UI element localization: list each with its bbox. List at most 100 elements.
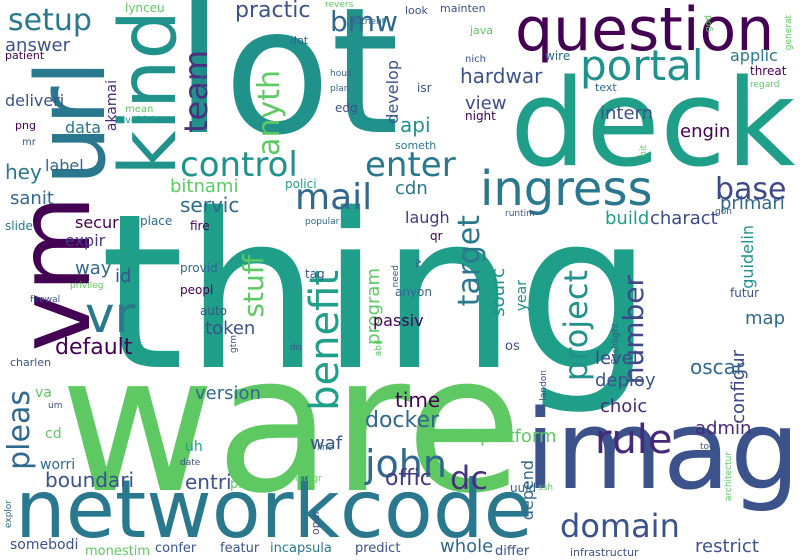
- cloud-word: dot: [290, 34, 309, 47]
- cloud-word: expir: [65, 231, 106, 250]
- cloud-word: line: [317, 443, 334, 453]
- cloud-word: boundari: [45, 468, 135, 492]
- cloud-word: dn: [290, 343, 302, 353]
- cloud-word: uh: [185, 439, 203, 455]
- cloud-word: map: [745, 308, 785, 329]
- cloud-word: rule: [595, 417, 673, 463]
- cloud-word: charact: [650, 208, 718, 229]
- cloud-word: akamai: [104, 80, 120, 132]
- cloud-word: slide: [5, 219, 33, 233]
- cloud-word: regard: [750, 80, 780, 90]
- cloud-word: time: [395, 388, 441, 412]
- cloud-word: practic: [235, 0, 311, 23]
- cloud-word: servic: [180, 193, 240, 217]
- cloud-word: hous: [330, 69, 352, 79]
- cloud-word: stuff: [237, 255, 270, 318]
- cloud-word: guidelin: [738, 225, 757, 289]
- cloud-word: tag: [305, 267, 325, 281]
- cloud-word: project: [557, 270, 595, 382]
- cloud-word: hit: [639, 145, 649, 157]
- cloud-word: authent: [350, 17, 386, 27]
- cloud-word: worri: [40, 457, 76, 473]
- cloud-word: edg: [335, 101, 358, 115]
- cloud-word: view: [465, 93, 507, 114]
- cloud-word: networkcode: [15, 463, 533, 556]
- cloud-word: secur: [75, 213, 119, 232]
- cloud-word: develop: [383, 60, 402, 124]
- cloud-word: admin: [695, 418, 752, 439]
- cloud-word: confer: [155, 541, 197, 556]
- cloud-word: nich: [465, 54, 486, 65]
- cloud-word: auto: [200, 304, 228, 318]
- cloud-word: somebodi: [10, 537, 79, 553]
- cloud-word: choic: [600, 396, 648, 417]
- cloud-word: laugh: [405, 208, 450, 227]
- cloud-word: dc: [450, 459, 488, 497]
- cloud-word: threat: [750, 64, 787, 78]
- cloud-word: enter: [365, 145, 456, 185]
- cloud-word: date: [180, 458, 201, 468]
- cloud-word: rv: [414, 259, 424, 269]
- cloud-word: way: [75, 258, 112, 279]
- cloud-word: benefit: [302, 270, 348, 411]
- cloud-word: predict: [355, 541, 401, 556]
- cloud-word: landon: [539, 370, 549, 401]
- cloud-word: id: [115, 266, 132, 287]
- cloud-word: charlen: [10, 356, 52, 369]
- cloud-word: bitnami: [170, 176, 239, 197]
- cloud-word: engin: [680, 121, 731, 142]
- cloud-word: default: [55, 335, 133, 360]
- cloud-word: flashlight: [611, 323, 621, 365]
- cloud-word: privileg: [70, 281, 104, 291]
- cloud-word: level: [595, 348, 638, 369]
- cloud-word: anyth: [252, 70, 287, 156]
- cloud-word: hey: [5, 160, 42, 184]
- cloud-word: explor: [4, 500, 14, 529]
- cloud-word: isr: [417, 81, 432, 95]
- cloud-word: entri: [185, 470, 232, 494]
- cloud-word: label: [45, 156, 84, 175]
- cloud-word: fire: [190, 219, 210, 233]
- cloud-word: ssh: [538, 483, 554, 493]
- cloud-word: mr: [22, 137, 36, 148]
- cloud-word: pleas: [2, 390, 37, 470]
- cloud-word: look: [405, 4, 428, 17]
- cloud-word: futur: [730, 286, 760, 300]
- cloud-word: restrict: [695, 536, 759, 557]
- cloud-word: need: [391, 265, 401, 288]
- cloud-word: mail: [295, 177, 373, 218]
- cloud-word: firewal: [30, 295, 61, 305]
- cloud-word: program: [363, 268, 384, 345]
- cloud-word: data: [65, 118, 102, 137]
- cloud-word: os: [505, 339, 520, 354]
- cloud-word: incapsula: [270, 541, 332, 556]
- cloud-word: tool: [700, 442, 718, 452]
- cloud-word: god: [704, 15, 714, 32]
- cloud-word: bmw: [330, 5, 398, 38]
- cloud-word: popular: [305, 217, 340, 227]
- cloud-word: patient: [5, 49, 45, 62]
- cloud-word: control: [180, 145, 298, 185]
- cloud-word: provid: [180, 261, 218, 275]
- cloud-word: imag: [525, 386, 800, 514]
- cloud-word: night: [465, 109, 496, 123]
- cloud-word: cd: [45, 426, 62, 442]
- cloud-word: featur: [220, 541, 260, 556]
- cloud-word: passiv: [373, 311, 424, 330]
- cloud-word: sanit: [10, 188, 54, 209]
- cloud-word: text: [595, 81, 617, 94]
- cloud-word: gon: [715, 207, 732, 217]
- cloud-word: sourc: [488, 268, 509, 317]
- cloud-word: cdn: [395, 178, 428, 199]
- cloud-word: lot: [175, 0, 400, 174]
- cloud-word: differ: [495, 544, 530, 559]
- cloud-word: mean: [125, 104, 154, 115]
- cloud-word: prevent: [230, 477, 281, 492]
- cloud-word: applic: [730, 46, 778, 65]
- cloud-word: vehicl: [125, 115, 155, 126]
- cloud-word: offic: [385, 466, 432, 491]
- cloud-word: someth: [395, 139, 437, 152]
- cloud-word: ware: [60, 314, 523, 535]
- cloud-word: peopl: [180, 283, 214, 297]
